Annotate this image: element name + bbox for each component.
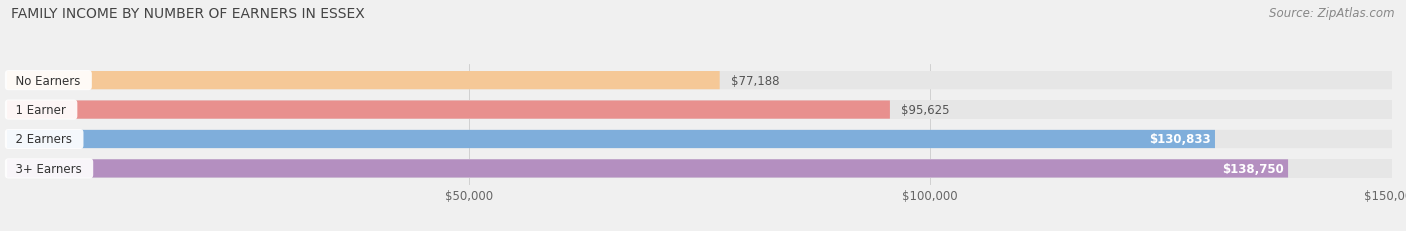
Text: No Earners: No Earners	[8, 74, 89, 87]
Text: Source: ZipAtlas.com: Source: ZipAtlas.com	[1270, 7, 1395, 20]
Text: $138,750: $138,750	[1222, 162, 1284, 175]
FancyBboxPatch shape	[7, 130, 1215, 149]
Text: 1 Earner: 1 Earner	[8, 104, 73, 117]
Text: FAMILY INCOME BY NUMBER OF EARNERS IN ESSEX: FAMILY INCOME BY NUMBER OF EARNERS IN ES…	[11, 7, 366, 21]
FancyBboxPatch shape	[7, 160, 1288, 178]
FancyBboxPatch shape	[7, 101, 1392, 119]
Text: $95,625: $95,625	[901, 104, 949, 117]
FancyBboxPatch shape	[7, 72, 1392, 90]
FancyBboxPatch shape	[7, 130, 1392, 149]
FancyBboxPatch shape	[7, 101, 890, 119]
Bar	[7, 101, 1392, 119]
Text: $77,188: $77,188	[731, 74, 779, 87]
Text: 2 Earners: 2 Earners	[8, 133, 80, 146]
Text: 3+ Earners: 3+ Earners	[8, 162, 90, 175]
Bar	[7, 72, 1392, 90]
Text: $130,833: $130,833	[1149, 133, 1211, 146]
FancyBboxPatch shape	[7, 160, 1392, 178]
FancyBboxPatch shape	[7, 72, 720, 90]
Bar	[7, 130, 1392, 149]
Bar	[7, 160, 1392, 178]
